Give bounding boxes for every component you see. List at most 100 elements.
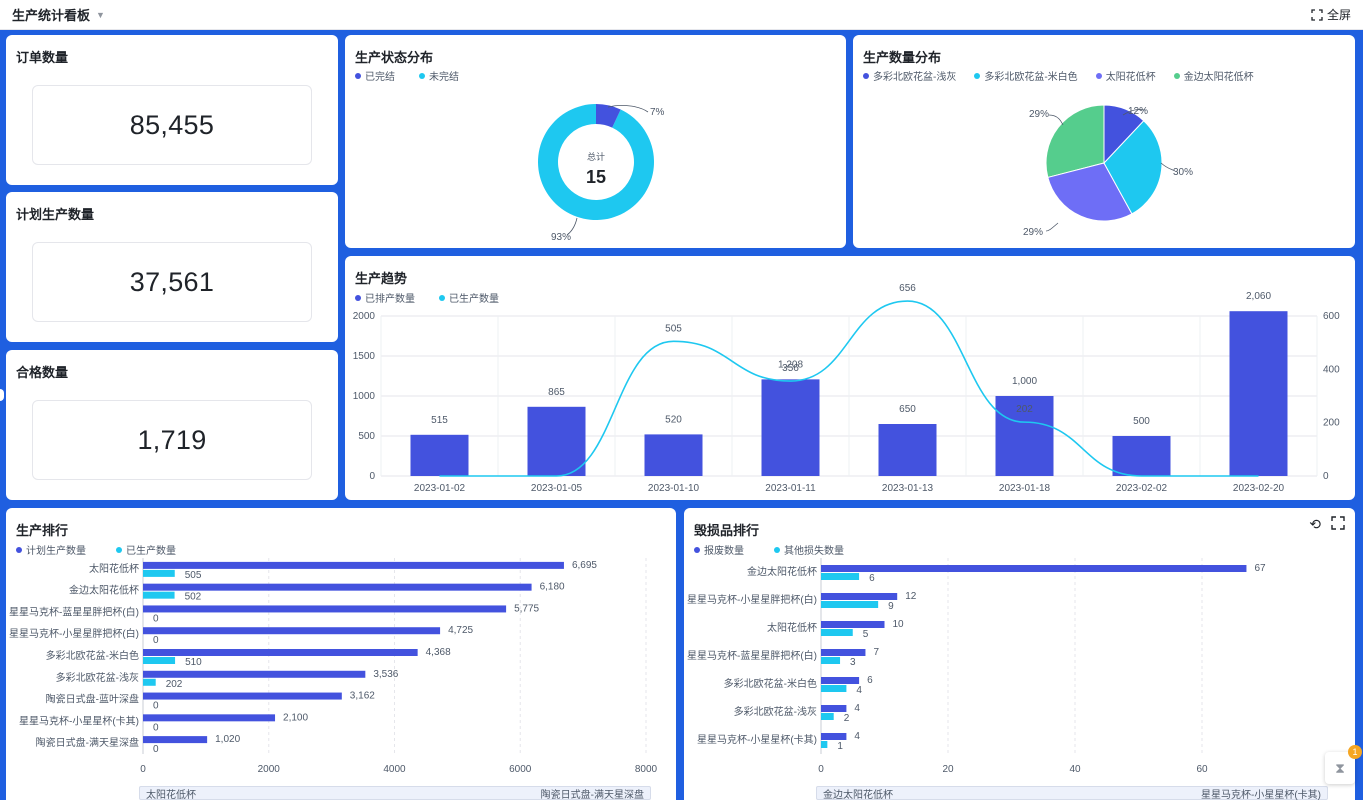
kpi-value: 1,719 — [32, 400, 312, 480]
top-bar: 生产统计看板 ▼ 全屏 — [0, 0, 1363, 30]
datazoom-scrollbar[interactable]: 太阳花低杯 陶瓷日式盘-满天星深盘 — [139, 786, 651, 800]
expand-icon[interactable] — [1331, 516, 1345, 530]
legend-item[interactable]: 多彩北欧花盆-浅灰 — [863, 68, 956, 83]
bar-value-label: 67 — [1254, 563, 1266, 574]
bar-value-label: 6 — [867, 675, 873, 686]
legend-label: 计划生产数量 — [26, 546, 86, 557]
bar-value-label: 0 — [153, 701, 159, 712]
donut-label: 7% — [650, 107, 665, 118]
legend: 报废数量 其他损失数量 — [694, 542, 844, 557]
bar-value-label: 6,180 — [540, 582, 565, 593]
legend-item[interactable]: 其他损失数量 — [774, 542, 844, 557]
caret-down-icon: ▼ — [96, 9, 105, 20]
y-tick-label: 2000 — [353, 311, 376, 322]
legend-item[interactable]: 报废数量 — [694, 542, 744, 557]
donut-label: 93% — [551, 232, 571, 243]
y2-tick-label: 200 — [1323, 418, 1340, 429]
pie-label: 29% — [1023, 227, 1043, 238]
y-category-label: 星星马克杯-小星星杯(卡其) — [19, 714, 139, 727]
bar-value-label: 5,775 — [514, 603, 539, 614]
pie-label: 30% — [1173, 167, 1193, 178]
legend-item[interactable]: 已排产数量 — [355, 290, 415, 305]
datazoom-scrollbar[interactable]: 金边太阳花低杯 星星马克杯-小星星杯(卡其) — [816, 786, 1328, 800]
hourglass-icon: ⧗ — [1335, 759, 1345, 776]
leader-line — [1045, 222, 1059, 232]
bar-value-label: 0 — [153, 722, 159, 733]
y-category-label: 星星马克杯-蓝星星胖把杯(白) — [687, 649, 817, 662]
bar — [143, 670, 366, 678]
x-tick-label: 0 — [818, 764, 824, 775]
bar — [143, 678, 156, 686]
x-tick-label: 2023-01-18 — [999, 483, 1051, 494]
x-tick-label: 20 — [942, 764, 954, 775]
legend-label: 其他损失数量 — [784, 546, 844, 557]
line-value-label: 356 — [782, 363, 799, 374]
legend-label: 金边太阳花低杯 — [1183, 72, 1254, 83]
legend-item[interactable]: 已完结 — [355, 68, 395, 83]
y-category-label: 陶瓷日式盘-满天星深盘 — [36, 736, 139, 749]
pie-slice — [1045, 104, 1105, 179]
card-title: 毁损品排行 — [694, 523, 760, 538]
legend: 多彩北欧花盆-浅灰 多彩北欧花盆-米白色 太阳花低杯 金边太阳花低杯 — [863, 68, 1254, 83]
kpi-title: 计划生产数量 — [16, 207, 95, 222]
y-category-label: 多彩北欧花盆-米白色 — [724, 677, 817, 690]
legend-dot-icon — [863, 72, 869, 79]
bar-value-label: 5 — [863, 629, 869, 640]
bar — [821, 601, 879, 608]
notification-badge: 1 — [1348, 745, 1362, 759]
pie-slice — [1047, 162, 1133, 222]
bar — [821, 565, 1247, 572]
legend-item[interactable]: 多彩北欧花盆-米白色 — [974, 68, 1078, 83]
bar-value-label: 650 — [899, 404, 916, 415]
bar — [143, 591, 175, 599]
bar-value-label: 4,725 — [448, 625, 473, 636]
bar — [143, 583, 532, 591]
refresh-icon[interactable]: ⟲ — [1309, 516, 1321, 532]
bar-value-label: 4,368 — [426, 647, 451, 658]
legend-dot-icon — [974, 72, 981, 79]
legend-item[interactable]: 未完结 — [419, 68, 459, 83]
bar — [1112, 436, 1171, 476]
legend-dot-icon — [16, 546, 22, 553]
bar-value-label: 0 — [153, 613, 159, 624]
bar-value-label: 865 — [548, 387, 565, 398]
pie-chart: 12% 30% 29% 29% — [1023, 104, 1193, 238]
y-category-label: 星星马克杯-蓝星星胖把杯(白) — [9, 605, 139, 618]
x-tick-label: 2023-02-20 — [1233, 483, 1285, 494]
legend-dot-icon — [116, 546, 122, 553]
legend-item[interactable]: 已生产数量 — [439, 290, 499, 305]
legend-dot-icon — [774, 546, 780, 553]
y-tick-label: 1000 — [353, 391, 376, 402]
x-tick-label: 60 — [1196, 764, 1208, 775]
bar-value-label: 6 — [869, 573, 875, 584]
y-category-label: 多彩北欧花盆-浅灰 — [56, 671, 139, 684]
status-distribution-card: 生产状态分布 已完结 未完结 7% 93% 总计 15 — [345, 35, 846, 248]
bar-value-label: 1,208 — [778, 359, 803, 370]
y-category-label: 陶瓷日式盘-蓝叶深盘 — [46, 693, 139, 706]
legend-item[interactable]: 已生产数量 — [116, 542, 176, 557]
kpi-title: 订单数量 — [16, 50, 69, 65]
bar — [143, 561, 564, 569]
bar — [821, 705, 847, 712]
legend-dot-icon — [419, 72, 425, 79]
legend-item[interactable]: 计划生产数量 — [16, 542, 86, 557]
ranking-chart: 0 2000 4000 6000 8000 太阳花低杯 6,695 505 金边太阳花低杯 6,1… — [9, 558, 658, 775]
y-category-label: 星星马克杯-小星星胖把杯(白) — [9, 627, 139, 640]
card-title: 生产数量分布 — [863, 50, 942, 65]
bar — [143, 569, 175, 577]
leader-line — [566, 217, 578, 236]
x-tick-label: 2000 — [258, 764, 281, 775]
bar-value-label: 520 — [665, 414, 682, 425]
card-title: 生产趋势 — [355, 271, 408, 286]
dashboard-title-dropdown[interactable]: 生产统计看板 ▼ — [12, 5, 105, 24]
production-trend-card: 生产趋势 已排产数量 已生产数量 0 500 1000 1500 2000 0 200 400… — [345, 256, 1355, 500]
bar — [821, 649, 866, 656]
y2-tick-label: 0 — [1323, 471, 1329, 482]
x-tick-label: 40 — [1069, 764, 1081, 775]
legend-item[interactable]: 金边太阳花低杯 — [1173, 68, 1254, 83]
resize-handle[interactable] — [0, 389, 4, 401]
legend-item[interactable]: 太阳花低杯 — [1095, 68, 1156, 83]
fullscreen-button[interactable]: 全屏 — [1311, 6, 1351, 23]
y2-tick-label: 600 — [1323, 311, 1340, 322]
card-toolbar: ⟲ — [1309, 516, 1345, 533]
